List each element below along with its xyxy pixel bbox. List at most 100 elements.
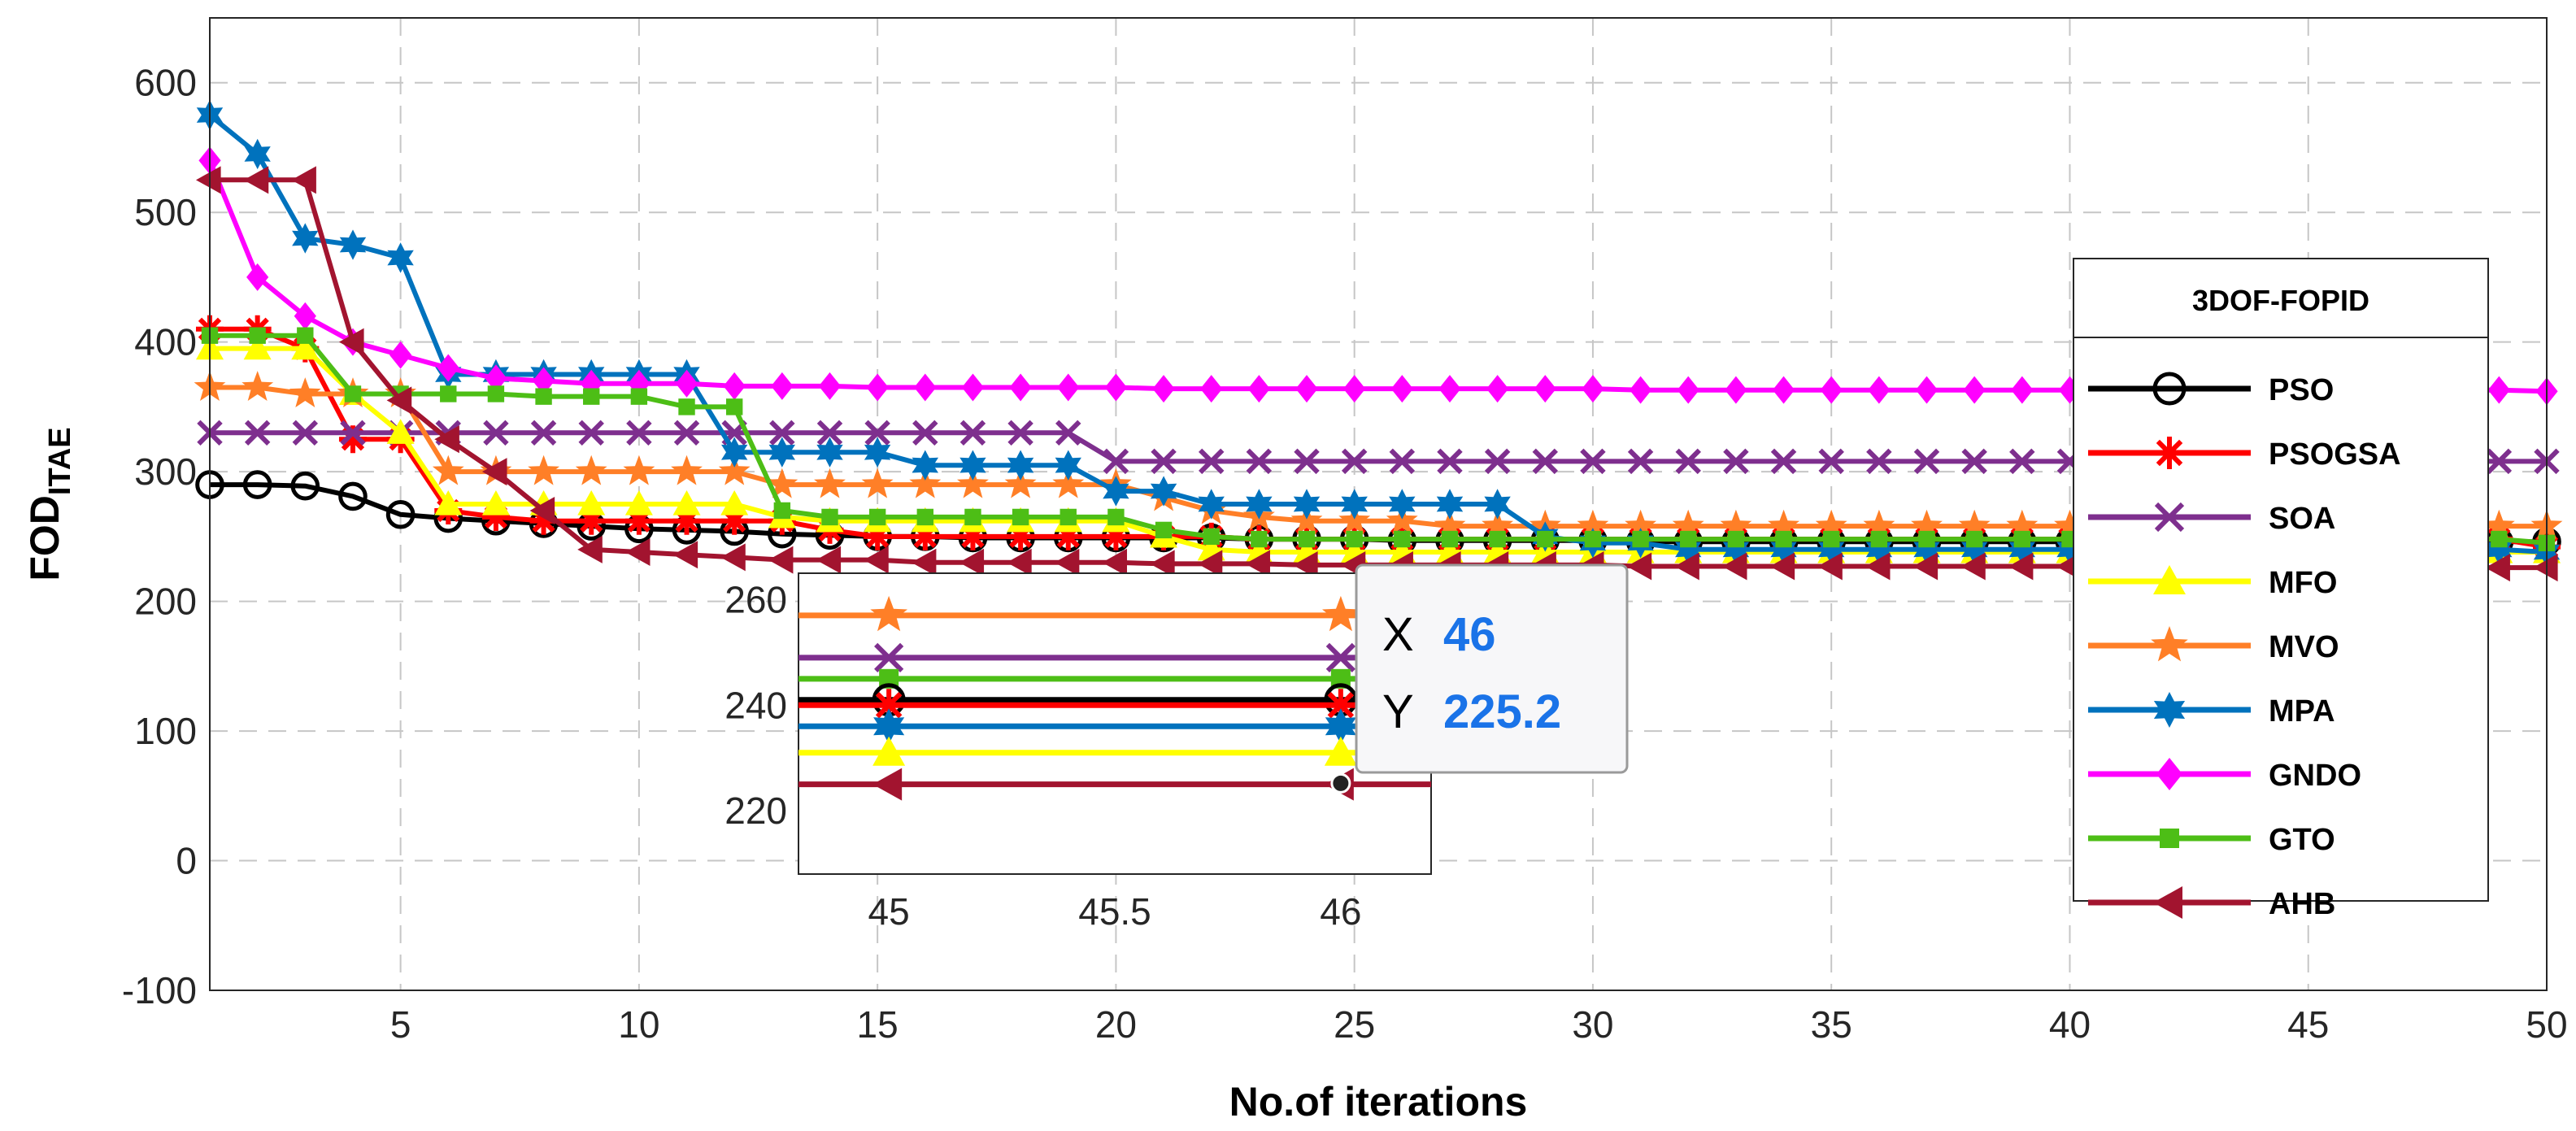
legend-label: GNDO — [2269, 759, 2361, 793]
data-point-gto — [1155, 521, 1173, 539]
legend-item-mpa[interactable]: MPA — [2088, 692, 2335, 729]
legend-item-gto[interactable]: GTO — [2088, 823, 2335, 857]
data-point-mpa — [292, 223, 319, 254]
data-point-gto — [440, 385, 457, 402]
data-point-soa — [1484, 448, 1511, 475]
data-point-mvo — [289, 377, 321, 407]
data-point-gndo — [723, 372, 746, 400]
y-tick-label: 400 — [134, 321, 197, 363]
data-point-ahb — [1150, 550, 1175, 578]
data-point-gndo — [1963, 376, 1986, 404]
data-point-gto — [1680, 530, 1697, 548]
x-tick-label: 20 — [1095, 1003, 1137, 1046]
legend: 3DOF-FOPID PSO PSOGSA SOA MFO MVO MPA GNDO GTO A… — [2073, 258, 2489, 921]
data-point-mvo — [2054, 509, 2086, 540]
inset-line-psogsa — [798, 689, 1431, 722]
data-point-soa — [1580, 448, 1606, 475]
legend-item-psogsa[interactable]: PSOGSA — [2088, 437, 2401, 472]
legend-item-soa[interactable]: SOA — [2088, 502, 2335, 536]
x-tick-label: 30 — [1572, 1003, 1613, 1046]
data-point-pso — [385, 499, 416, 529]
inset-y-tick-label: 260 — [724, 578, 787, 620]
data-point-gndo — [1152, 375, 1175, 403]
data-point-gto — [487, 385, 505, 402]
data-point-mvo — [432, 455, 464, 485]
data-point-mvo — [1004, 468, 1037, 498]
data-point-gto — [1918, 530, 1935, 548]
inset-line-mvo — [798, 595, 1431, 632]
legend-item-ahb[interactable]: AHB — [2088, 886, 2335, 921]
data-point-gto — [678, 398, 695, 415]
data-tip[interactable]: X 46 Y 225.2 — [1355, 563, 1629, 774]
legend-item-pso[interactable]: PSO — [2088, 372, 2334, 407]
data-point-gndo — [437, 354, 459, 382]
data-point-mpa — [864, 437, 891, 468]
data-point-pso — [290, 471, 320, 501]
x-tick-label: 50 — [2526, 1003, 2567, 1046]
data-point-gndo — [961, 373, 985, 402]
data-point-ahb — [1007, 548, 1032, 576]
data-point-soa — [673, 420, 700, 446]
data-point-mvo — [242, 371, 274, 401]
data-point-soa — [959, 420, 986, 446]
inset-point-soa — [1325, 642, 1355, 672]
data-point-ahb — [816, 546, 842, 574]
inset-line-soa — [798, 642, 1431, 672]
data-point-pso — [242, 470, 272, 499]
data-point-mvo — [1863, 509, 1895, 540]
data-point-gndo — [1295, 375, 1318, 403]
data-point-ahb — [720, 543, 746, 572]
data-point-gto — [1251, 530, 1268, 548]
legend-marker-mfo — [2153, 565, 2186, 594]
data-point-mpa — [387, 242, 414, 273]
data-point-mpa — [1341, 489, 1368, 520]
data-point-gndo — [532, 367, 555, 395]
data-point-gndo — [1104, 373, 1128, 402]
data-point-ahb — [1721, 552, 1747, 581]
data-point-soa — [626, 420, 652, 446]
data-point-mpa — [1389, 489, 1416, 520]
legend-title: 3DOF-FOPID — [2192, 284, 2369, 317]
data-point-ahb — [1865, 552, 1891, 581]
data-point-ahb — [2485, 554, 2510, 582]
legend-item-mvo[interactable]: MVO — [2088, 626, 2339, 664]
inset-point-mpa — [1325, 708, 1356, 745]
data-point-ahb — [1912, 552, 1939, 581]
data-point-gto — [249, 327, 266, 344]
data-point-gto — [916, 508, 933, 526]
data-point-mvo — [575, 455, 607, 485]
x-tick-label: 15 — [857, 1003, 899, 1046]
inset-line-mfo — [798, 736, 1431, 766]
data-point-mvo — [1672, 509, 1704, 540]
data-point-mfo — [481, 490, 510, 515]
data-tip-y-label: Y — [1382, 685, 1414, 738]
legend-marker-pso — [2152, 372, 2187, 406]
data-point-gndo — [1820, 376, 1843, 404]
data-point-mpa — [1818, 534, 1845, 565]
data-point-ahb — [1769, 552, 1795, 581]
data-point-soa — [1770, 448, 1797, 475]
legend-item-gndo[interactable]: GNDO — [2088, 758, 2361, 793]
data-tip-point[interactable] — [1330, 772, 1351, 794]
legend-label: MFO — [2269, 566, 2337, 600]
data-point-ahb — [2008, 552, 2034, 581]
data-point-soa — [1866, 448, 1892, 475]
x-tick-label: 35 — [1811, 1003, 1852, 1046]
data-point-mvo — [528, 455, 559, 485]
data-point-gto — [1775, 530, 1792, 548]
data-point-ahb — [624, 538, 651, 567]
data-point-ahb — [291, 166, 316, 194]
inset-point-mvo — [1322, 595, 1360, 632]
legend-item-mfo[interactable]: MFO — [2088, 565, 2337, 600]
data-point-gndo — [1725, 376, 1747, 404]
inset-zoom-axes: 220 240 260 45 45.5 46 — [724, 572, 1432, 933]
data-point-soa — [1913, 448, 1940, 475]
data-point-soa — [1151, 448, 1177, 475]
data-tip-y-value: 225.2 — [1443, 685, 1561, 738]
data-point-mpa — [1293, 489, 1321, 520]
data-point-gto — [583, 388, 600, 405]
data-point-gto — [297, 327, 314, 344]
data-point-mvo — [766, 468, 798, 498]
data-point-soa — [1627, 448, 1654, 475]
data-point-gto — [725, 398, 743, 415]
